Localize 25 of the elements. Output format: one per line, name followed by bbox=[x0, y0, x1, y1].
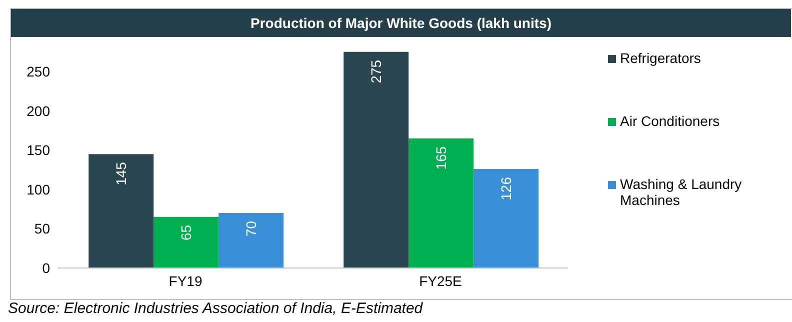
data-label: 126 bbox=[498, 176, 514, 200]
data-label: 165 bbox=[433, 146, 450, 170]
legend-label: Air Conditioners bbox=[620, 113, 720, 129]
bar bbox=[344, 52, 409, 268]
bar bbox=[88, 154, 154, 268]
x-tick-label: FY19 bbox=[168, 272, 202, 289]
y-tick-label: 250 bbox=[26, 64, 50, 80]
y-tick-label: 100 bbox=[26, 181, 50, 198]
data-label: 275 bbox=[368, 60, 384, 84]
y-tick-label: 200 bbox=[26, 102, 50, 119]
bar bbox=[408, 138, 474, 268]
legend-label: Washing & Laundry Machines bbox=[620, 176, 743, 208]
y-tick-label: 150 bbox=[26, 142, 50, 158]
bar bbox=[218, 213, 284, 268]
bar bbox=[154, 216, 219, 268]
legend-label: Refrigerators bbox=[620, 50, 701, 66]
bar bbox=[474, 169, 539, 268]
data-label: 145 bbox=[113, 162, 130, 186]
y-tick-label: 50 bbox=[34, 220, 50, 237]
chart-title: Production of Major White Goods (lakh units) bbox=[11, 9, 791, 37]
x-tick-label: FY25E bbox=[419, 272, 462, 289]
y-tick-label: 0 bbox=[42, 260, 50, 276]
data-label: 65 bbox=[178, 224, 194, 241]
data-label: 70 bbox=[243, 220, 260, 237]
source-note: Source: Electronic Industries Association of India, E-Estimated bbox=[8, 300, 423, 318]
